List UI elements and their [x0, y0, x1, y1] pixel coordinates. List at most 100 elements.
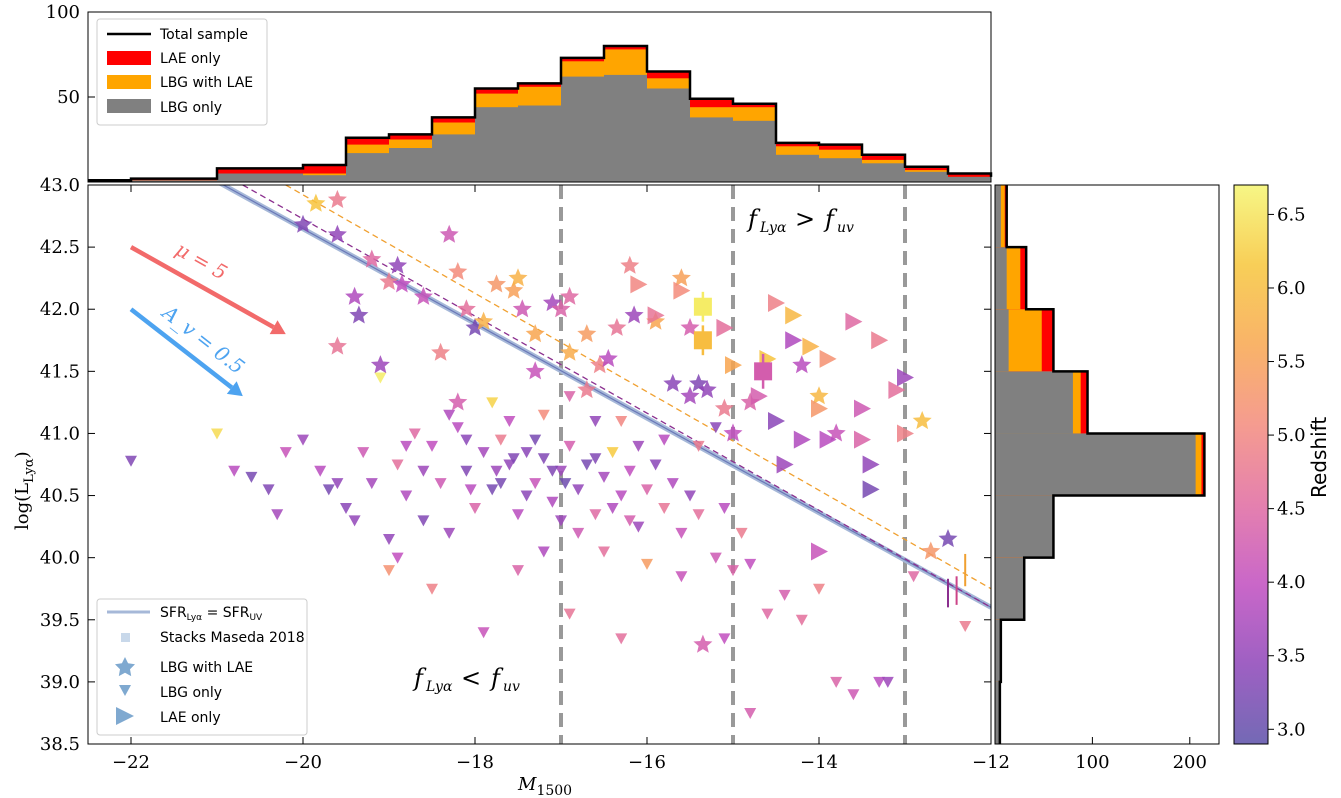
top-hist-yticks: 50 100 [46, 2, 95, 108]
top-bar-lbg-only [647, 88, 690, 182]
lbg-only-point [503, 416, 516, 428]
lbg-only-point [340, 502, 352, 514]
lbg-only-point [460, 465, 473, 477]
lbg-only-point [632, 440, 645, 452]
svg-text:f: f [412, 664, 427, 692]
lbg-with-lae-point [809, 386, 829, 405]
lbg-only-point [563, 391, 576, 403]
lbg-only-point [615, 416, 628, 428]
lbg-with-lae-point [293, 214, 313, 233]
main-ticks: −22 −20 −18 −16 −14 −12 38.5 39.0 39.5 40.0 40.5 41… [40, 175, 1010, 773]
right-bar-lbg-only [995, 371, 1073, 434]
lae-only-point [862, 455, 880, 474]
lbg-only-point [675, 571, 688, 583]
x-tick-label: −18 [456, 752, 494, 773]
lbg-only-point [559, 478, 572, 490]
lae-only-point [768, 412, 785, 431]
top-hist-legend: Total sample LAE only LBG with LAE LBG o… [96, 18, 268, 126]
legend-lae-only-label: LAE only [160, 710, 221, 726]
lbg-only-point [507, 453, 520, 465]
lbg-only-point [546, 496, 559, 508]
svg-text:Lyα: Lyα [425, 679, 453, 695]
stack-point [693, 331, 712, 350]
lbg-with-lae-point [525, 361, 545, 380]
lbg-only-point [589, 416, 602, 428]
lbg-only-point [580, 459, 593, 471]
lae-only-point [647, 306, 665, 325]
lae-only-point [725, 356, 742, 375]
colorbar-tick-label: 5.5 [1277, 352, 1306, 373]
y-tick-label: 42.5 [40, 237, 80, 258]
lbg-only-point [572, 527, 585, 539]
lbg-with-lae-point [598, 348, 618, 367]
lbg-only-point [623, 465, 636, 477]
lbg-with-lae-point [714, 398, 734, 417]
lbg-only-point [512, 565, 524, 577]
lbg-only-point [417, 465, 430, 477]
lbg-only-point [477, 627, 490, 639]
top-hist-total-step [88, 44, 993, 182]
lbg-only-point [279, 447, 292, 459]
lbg-only-point [598, 471, 610, 483]
main-frame [87, 184, 992, 745]
lae-only-point [776, 455, 794, 474]
lbg-with-lae-point [362, 249, 382, 268]
right-bar-lbg-only [995, 619, 1001, 682]
lbg-only-point [632, 521, 645, 533]
lae-only-point [673, 281, 691, 300]
legend-lbg-with-lae-marker [115, 657, 135, 677]
lae-only-point [811, 399, 828, 418]
legend-lbg-only-marker [119, 685, 131, 696]
lbg-only-point [125, 455, 137, 467]
lbg-only-point [245, 471, 258, 483]
lbg-only-point [426, 440, 438, 452]
lbg-only-point [426, 583, 438, 595]
lbg-only-point [374, 372, 387, 384]
lbg-with-lae-point [413, 286, 433, 305]
main-legend: SFRLyα = SFRUV Stacks Maseda 2018 LBG wi… [96, 598, 308, 736]
lbg-with-lae-point [392, 274, 412, 293]
lbg-with-lae-point [327, 224, 347, 243]
arrow-head [226, 381, 243, 397]
svg-text:<: < [461, 664, 481, 692]
lbg-only-point [555, 465, 567, 477]
svg-text:f: f [489, 664, 504, 692]
lbg-with-lae-point [306, 193, 326, 212]
top-bar-lbg-only [776, 154, 819, 182]
lbg-only-point [469, 502, 481, 514]
legend-lbg-with-lae-label: LBG with LAE [160, 660, 253, 676]
colorbar-tick-label: 3.5 [1277, 646, 1306, 667]
y-tick-label: 40.5 [40, 486, 80, 507]
lbg-only-point [623, 515, 636, 527]
right-bar-lbg-only [995, 247, 1007, 310]
top-bar-lbg-only [131, 180, 217, 182]
lbg-with-lae-point [646, 311, 666, 330]
lbg-only-point [460, 434, 473, 446]
lbg-only-point [512, 509, 524, 521]
top-bar-lbg-only [561, 76, 604, 182]
lbg-only-point [486, 397, 499, 409]
y-tick-label: 39.0 [40, 672, 80, 693]
lae-only-point [768, 294, 785, 313]
colorbar-ticks: 3.0 3.5 4.0 4.5 5.0 5.5 6.0 6.5 [1268, 204, 1306, 740]
lbg-only-point [589, 509, 602, 521]
lae-only-point [845, 312, 863, 331]
lbg-only-point [464, 484, 477, 496]
lbg-only-point [494, 434, 507, 446]
lbg-only-point [641, 484, 653, 496]
lae-only-point [897, 424, 914, 443]
y-tick-label: 41.5 [40, 361, 80, 382]
right-bar-lbg-only [995, 557, 1025, 620]
mu-arrow-label: μ = 5 [172, 237, 232, 285]
legend-lae-only-swatch [107, 51, 151, 65]
top-bar-lbg-only [690, 117, 733, 182]
lbg-only-point [692, 509, 705, 521]
lae-only-point [819, 430, 837, 449]
lbg-only-point [211, 428, 223, 440]
lbg-only-point [881, 676, 894, 688]
lbg-only-point [572, 484, 585, 496]
svg-text:>: > [795, 205, 815, 233]
top-bar-lbg-only [819, 158, 862, 182]
right-bar-lbg-only [995, 495, 1054, 558]
top-bar-lbg-only [905, 171, 948, 182]
